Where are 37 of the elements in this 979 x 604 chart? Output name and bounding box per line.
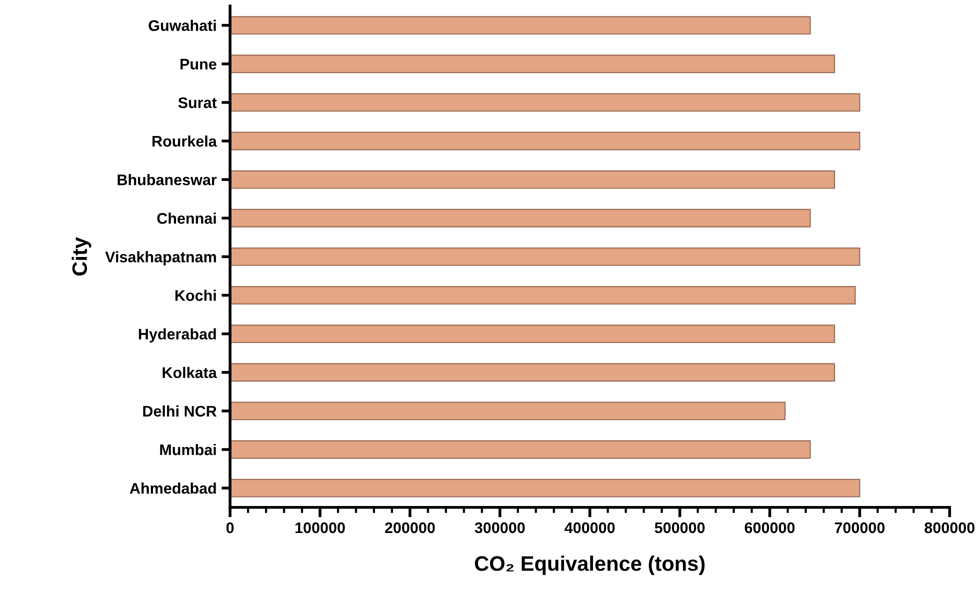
x-tick-label: 100000 — [295, 522, 345, 534]
y-tick-label: Chennai — [157, 212, 216, 224]
bar — [230, 93, 860, 112]
bar — [230, 478, 860, 498]
y-tick-label: Guwahati — [148, 20, 216, 32]
y-tick-label: Rourkela — [152, 135, 217, 147]
y-axis-title: City — [72, 237, 92, 276]
y-tick-label: Hyderabad — [138, 328, 216, 343]
y-tick-label: Bhubaneswar — [118, 174, 217, 186]
x-tick-label: 500000 — [654, 522, 705, 534]
y-tick-label: Mumbai — [160, 444, 216, 456]
bar — [230, 286, 856, 304]
x-tick-label: 0 — [226, 522, 234, 534]
y-tick-label: Pune — [180, 58, 216, 70]
bar — [230, 402, 786, 420]
y-tick-label: Delhi NCR — [143, 405, 217, 417]
bar — [230, 16, 811, 35]
y-tick-label: Ahmedabad — [130, 482, 216, 494]
y-tick-label: Surat — [178, 97, 217, 108]
bar — [230, 440, 811, 459]
y-tick-label: Visakhapatnam — [105, 251, 216, 266]
x-tick-label: 200000 — [385, 522, 435, 534]
x-tick-label: 600000 — [744, 522, 795, 534]
x-tick-label: 300000 — [474, 522, 525, 534]
bar — [230, 324, 836, 344]
x-tick-label: 800000 — [924, 522, 974, 534]
x-tick-label: 400000 — [564, 522, 615, 534]
bar — [230, 363, 836, 382]
y-tick-label: Kochi — [175, 290, 216, 301]
bar — [230, 132, 860, 150]
y-tick-label: Kolkata — [162, 366, 217, 378]
x-tick-label: 700000 — [834, 522, 885, 534]
bar — [230, 170, 836, 189]
x-axis-title: CO₂ Equivalence (tons) — [474, 556, 705, 576]
bar — [230, 54, 836, 74]
bar — [230, 208, 811, 228]
bar — [230, 247, 860, 266]
